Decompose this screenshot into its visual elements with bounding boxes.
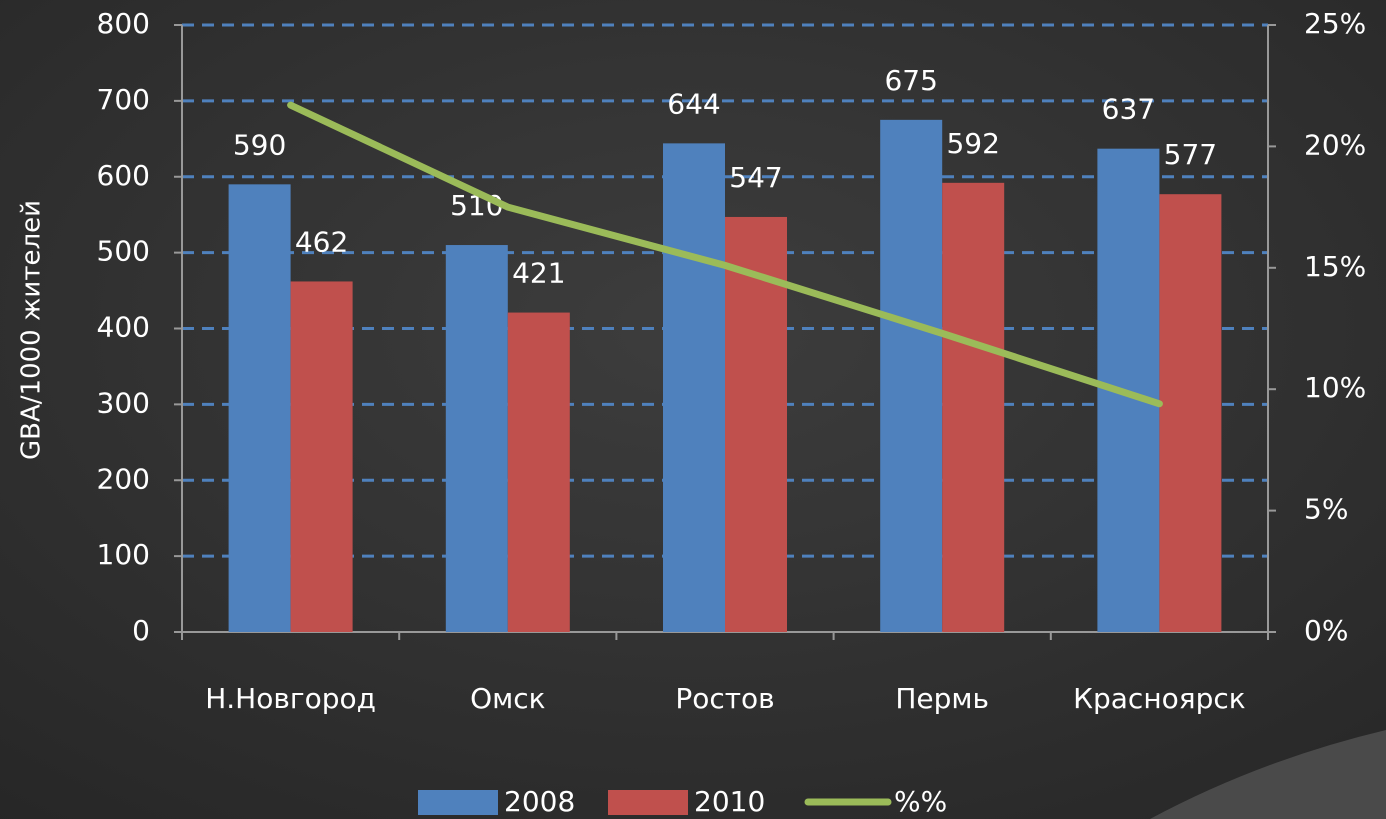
bar: [663, 143, 725, 633]
y-tick-label: 200: [97, 462, 150, 495]
y-tick-label: 700: [97, 83, 150, 116]
data-label: 644: [667, 87, 720, 120]
y2-tick-label: 25%: [1304, 7, 1366, 40]
y-tick-label: 0: [132, 614, 150, 647]
y2-tick-label: 20%: [1304, 128, 1366, 161]
data-label: 577: [1164, 138, 1217, 171]
x-tick-label: Омск: [470, 682, 545, 715]
y-tick-label: 400: [97, 311, 150, 344]
data-label: 547: [729, 161, 782, 194]
decor-curl: [1150, 730, 1386, 819]
data-label: 590: [233, 128, 286, 161]
x-tick-label: Ростов: [675, 682, 774, 715]
bar: [1159, 194, 1222, 633]
y2-tick-label: 5%: [1304, 493, 1348, 526]
legend-swatch: [418, 790, 498, 815]
y2-tick-label: 10%: [1304, 371, 1366, 404]
y2-tick-label: 0%: [1304, 614, 1348, 647]
data-label: 462: [295, 225, 348, 258]
data-label: 592: [946, 127, 999, 160]
bar: [445, 245, 508, 632]
y-tick-label: 800: [97, 7, 150, 40]
y-tick-label: 300: [97, 386, 150, 419]
data-label: 421: [512, 257, 565, 290]
legend-label: 2008: [504, 785, 575, 818]
y-tick-label: 100: [97, 538, 150, 571]
y-axis-label: GBA/1000 жителей: [17, 200, 47, 460]
data-label: 637: [1102, 93, 1155, 126]
x-tick-label: Пермь: [895, 682, 989, 715]
x-tick-label: Красноярск: [1073, 682, 1246, 715]
legend-label: %%: [894, 785, 947, 818]
bar: [290, 281, 353, 632]
legend-swatch: [608, 790, 688, 815]
line-series: [287, 101, 1163, 408]
y-tick-label: 600: [97, 159, 150, 192]
y2-tick-label: 15%: [1304, 250, 1366, 283]
bar: [942, 182, 1005, 632]
y-tick-label: 500: [97, 235, 150, 268]
x-tick-label: Н.Новгород: [205, 682, 376, 715]
legend-label: 2010: [694, 785, 765, 818]
bar: [507, 312, 570, 632]
bar: [880, 119, 943, 632]
bar: [228, 184, 291, 632]
bar: [725, 216, 787, 632]
data-label: 675: [884, 64, 937, 97]
